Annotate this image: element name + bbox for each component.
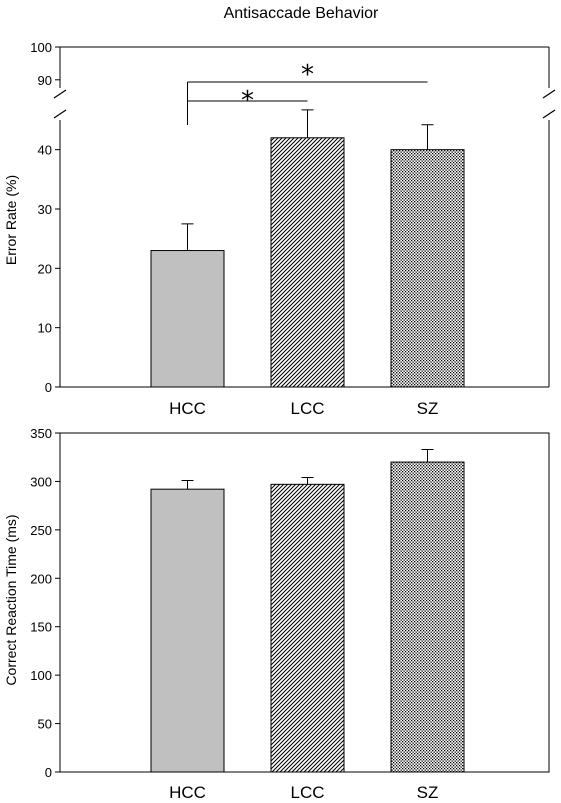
reaction-time-y-tick-label: 150 bbox=[30, 620, 52, 635]
error-rate-errorbar-hcc bbox=[181, 223, 194, 251]
reaction-time-y-tick-label: 0 bbox=[45, 765, 52, 780]
reaction-time-bar-sz bbox=[390, 461, 465, 773]
reaction-time-y-tick-label: 250 bbox=[30, 523, 52, 538]
reaction-time-y-tick-label: 200 bbox=[30, 571, 52, 586]
error-rate-errorbar-lcc bbox=[301, 109, 314, 138]
reaction-time-y-tick-label: 350 bbox=[30, 426, 52, 441]
error-rate-y-label: Error Rate (%) bbox=[3, 175, 19, 265]
error-rate-category-sz: SZ bbox=[417, 399, 439, 418]
error-rate-y-tick-label: 40 bbox=[38, 143, 52, 158]
reaction-time-bar-hcc bbox=[150, 488, 225, 773]
error-rate-axis-break bbox=[53, 89, 556, 119]
reaction-time-errorbar-sz bbox=[421, 448, 434, 463]
reaction-time-category-hcc: HCC bbox=[169, 783, 206, 802]
reaction-time-y-tick-label: 300 bbox=[30, 474, 52, 489]
reaction-time-category-lcc: LCC bbox=[290, 783, 324, 802]
error-rate-category-lcc: LCC bbox=[290, 399, 324, 418]
reaction-time-y-tick-label: 50 bbox=[38, 717, 52, 732]
error-rate-y-tick-label: 30 bbox=[38, 202, 52, 217]
reaction-time-errorbar-lcc bbox=[301, 477, 314, 485]
reaction-time-y-label: Correct Reaction Time (ms) bbox=[3, 514, 19, 685]
error-rate-y-tick-label: 20 bbox=[38, 261, 52, 276]
significance-star: * bbox=[301, 60, 314, 90]
reaction-time-errorbar-hcc bbox=[181, 479, 194, 490]
error-rate-bar-lcc bbox=[270, 137, 345, 388]
reaction-time-panel: Correct Reaction Time (ms) 0 50 100 150 200 2… bbox=[3, 426, 550, 802]
reaction-time-y-tick-label: 100 bbox=[30, 668, 52, 683]
error-rate-y-tick-label: 90 bbox=[38, 73, 52, 88]
figure-title: Antisaccade Behavior bbox=[224, 5, 379, 22]
significance-star: * bbox=[241, 86, 254, 116]
error-rate-category-hcc: HCC bbox=[169, 399, 206, 418]
error-rate-y-tick-label: 100 bbox=[30, 40, 52, 55]
error-rate-errorbar-sz bbox=[421, 124, 434, 150]
error-rate-bar-hcc bbox=[150, 250, 225, 388]
reaction-time-category-sz: SZ bbox=[417, 783, 439, 802]
error-rate-y-tick-label: 0 bbox=[45, 380, 52, 395]
reaction-time-bar-lcc bbox=[270, 483, 345, 773]
error-rate-bar-sz bbox=[390, 149, 465, 388]
error-rate-y-tick-label: 10 bbox=[38, 321, 52, 336]
error-rate-panel: Error Rate (%) 0 10 20 30 40 90 100 HCC LCC SZ * * bbox=[3, 40, 556, 418]
